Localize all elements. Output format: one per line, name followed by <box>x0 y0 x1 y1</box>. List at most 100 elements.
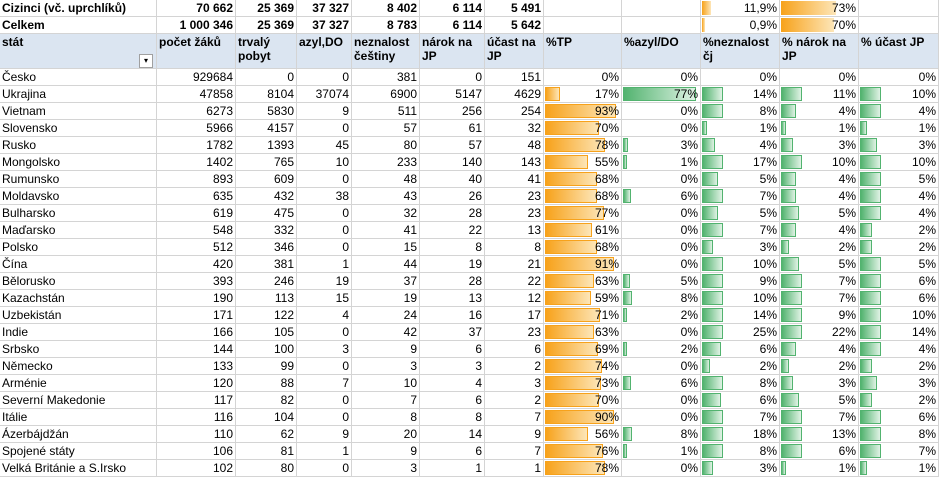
cell-ucast[interactable]: 5 491 <box>485 0 544 17</box>
cell-p-ucast[interactable]: 5% <box>859 256 939 273</box>
cell-ucast[interactable]: 41 <box>485 171 544 188</box>
header-azyl[interactable]: azyl,DO <box>297 34 352 69</box>
cell-zaku[interactable]: 548 <box>157 222 236 239</box>
cell-ucast[interactable]: 7 <box>485 409 544 426</box>
cell-neznalost[interactable]: 9 <box>352 443 420 460</box>
cell-p-azyl[interactable]: 0% <box>622 239 701 256</box>
cell-ucast[interactable]: 21 <box>485 256 544 273</box>
cell-p-ucast[interactable]: 14% <box>859 324 939 341</box>
header-p-ucast[interactable]: % účast JP <box>859 34 939 69</box>
cell-narok[interactable]: 5147 <box>420 86 485 103</box>
cell-p-narok[interactable]: 4% <box>780 171 859 188</box>
cell-tp[interactable]: 62 <box>236 426 297 443</box>
cell-stat[interactable]: Ukrajina <box>0 86 157 103</box>
cell-p-tp[interactable]: 59% <box>544 290 622 307</box>
cell-p-tp[interactable]: 68% <box>544 188 622 205</box>
cell-p-tp[interactable]: 71% <box>544 307 622 324</box>
header-neznalost[interactable]: neznalost češtiny <box>352 34 420 69</box>
cell-p-ucast[interactable]: 1% <box>859 120 939 137</box>
cell-p-nez[interactable]: 11,9% <box>701 0 780 17</box>
cell-zaku[interactable]: 1 000 346 <box>157 17 236 34</box>
cell-p-azyl[interactable]: 2% <box>622 307 701 324</box>
cell-azyl[interactable]: 0 <box>297 358 352 375</box>
cell-narok[interactable]: 1 <box>420 460 485 477</box>
cell-p-ucast[interactable] <box>859 0 939 17</box>
cell-narok[interactable]: 6 <box>420 341 485 358</box>
cell-neznalost[interactable]: 7 <box>352 392 420 409</box>
cell-p-narok[interactable]: 70% <box>780 17 859 34</box>
cell-p-ucast[interactable]: 8% <box>859 426 939 443</box>
cell-neznalost[interactable]: 32 <box>352 205 420 222</box>
cell-narok[interactable]: 19 <box>420 256 485 273</box>
cell-p-nez[interactable]: 17% <box>701 154 780 171</box>
cell-p-ucast[interactable]: 4% <box>859 341 939 358</box>
cell-p-azyl[interactable]: 6% <box>622 188 701 205</box>
cell-p-azyl[interactable]: 0% <box>622 324 701 341</box>
cell-narok[interactable]: 8 <box>420 409 485 426</box>
cell-tp[interactable]: 475 <box>236 205 297 222</box>
cell-stat[interactable]: Mongolsko <box>0 154 157 171</box>
cell-zaku[interactable]: 393 <box>157 273 236 290</box>
cell-azyl[interactable]: 4 <box>297 307 352 324</box>
cell-ucast[interactable]: 9 <box>485 426 544 443</box>
cell-azyl[interactable]: 15 <box>297 290 352 307</box>
cell-narok[interactable]: 140 <box>420 154 485 171</box>
cell-p-ucast[interactable]: 10% <box>859 86 939 103</box>
cell-p-ucast[interactable]: 2% <box>859 239 939 256</box>
cell-zaku[interactable]: 635 <box>157 188 236 205</box>
cell-zaku[interactable]: 106 <box>157 443 236 460</box>
cell-stat[interactable]: Kazachstán <box>0 290 157 307</box>
cell-zaku[interactable]: 619 <box>157 205 236 222</box>
cell-p-tp[interactable]: 90% <box>544 409 622 426</box>
cell-p-ucast[interactable]: 2% <box>859 392 939 409</box>
cell-neznalost[interactable]: 3 <box>352 358 420 375</box>
cell-p-azyl[interactable] <box>622 17 701 34</box>
cell-tp[interactable]: 4157 <box>236 120 297 137</box>
cell-zaku[interactable]: 929684 <box>157 69 236 86</box>
cell-p-narok[interactable]: 3% <box>780 137 859 154</box>
cell-ucast[interactable]: 13 <box>485 222 544 239</box>
cell-stat[interactable]: Celkem <box>0 17 157 34</box>
cell-tp[interactable]: 80 <box>236 460 297 477</box>
cell-neznalost[interactable]: 48 <box>352 171 420 188</box>
cell-ucast[interactable]: 48 <box>485 137 544 154</box>
cell-p-narok[interactable]: 4% <box>780 188 859 205</box>
cell-p-ucast[interactable]: 1% <box>859 460 939 477</box>
cell-tp[interactable]: 25 369 <box>236 17 297 34</box>
cell-p-nez[interactable]: 3% <box>701 239 780 256</box>
cell-p-narok[interactable]: 4% <box>780 341 859 358</box>
cell-stat[interactable]: Německo <box>0 358 157 375</box>
cell-zaku[interactable]: 120 <box>157 375 236 392</box>
cell-p-azyl[interactable]: 3% <box>622 137 701 154</box>
cell-p-narok[interactable]: 4% <box>780 222 859 239</box>
cell-azyl[interactable]: 10 <box>297 154 352 171</box>
cell-p-tp[interactable]: 93% <box>544 103 622 120</box>
cell-azyl[interactable]: 37074 <box>297 86 352 103</box>
cell-ucast[interactable]: 6 <box>485 341 544 358</box>
cell-stat[interactable]: Spojené státy <box>0 443 157 460</box>
cell-p-azyl[interactable]: 0% <box>622 256 701 273</box>
cell-p-azyl[interactable]: 0% <box>622 103 701 120</box>
cell-p-azyl[interactable]: 0% <box>622 460 701 477</box>
cell-azyl[interactable]: 0 <box>297 324 352 341</box>
cell-azyl[interactable]: 37 327 <box>297 0 352 17</box>
cell-p-nez[interactable]: 8% <box>701 375 780 392</box>
cell-azyl[interactable]: 37 327 <box>297 17 352 34</box>
cell-p-azyl[interactable]: 2% <box>622 341 701 358</box>
cell-p-nez[interactable]: 3% <box>701 460 780 477</box>
cell-tp[interactable]: 105 <box>236 324 297 341</box>
cell-ucast[interactable]: 3 <box>485 375 544 392</box>
cell-ucast[interactable]: 23 <box>485 205 544 222</box>
cell-p-narok[interactable]: 2% <box>780 239 859 256</box>
cell-tp[interactable]: 113 <box>236 290 297 307</box>
header-p-narok[interactable]: % nárok na JP <box>780 34 859 69</box>
cell-p-tp[interactable]: 0% <box>544 69 622 86</box>
cell-p-azyl[interactable]: 0% <box>622 205 701 222</box>
cell-p-narok[interactable]: 11% <box>780 86 859 103</box>
cell-p-narok[interactable]: 2% <box>780 358 859 375</box>
cell-azyl[interactable]: 3 <box>297 341 352 358</box>
cell-azyl[interactable]: 1 <box>297 256 352 273</box>
cell-p-nez[interactable]: 8% <box>701 443 780 460</box>
cell-zaku[interactable]: 512 <box>157 239 236 256</box>
cell-stat[interactable]: Cizinci (vč. uprchlíků) <box>0 0 157 17</box>
